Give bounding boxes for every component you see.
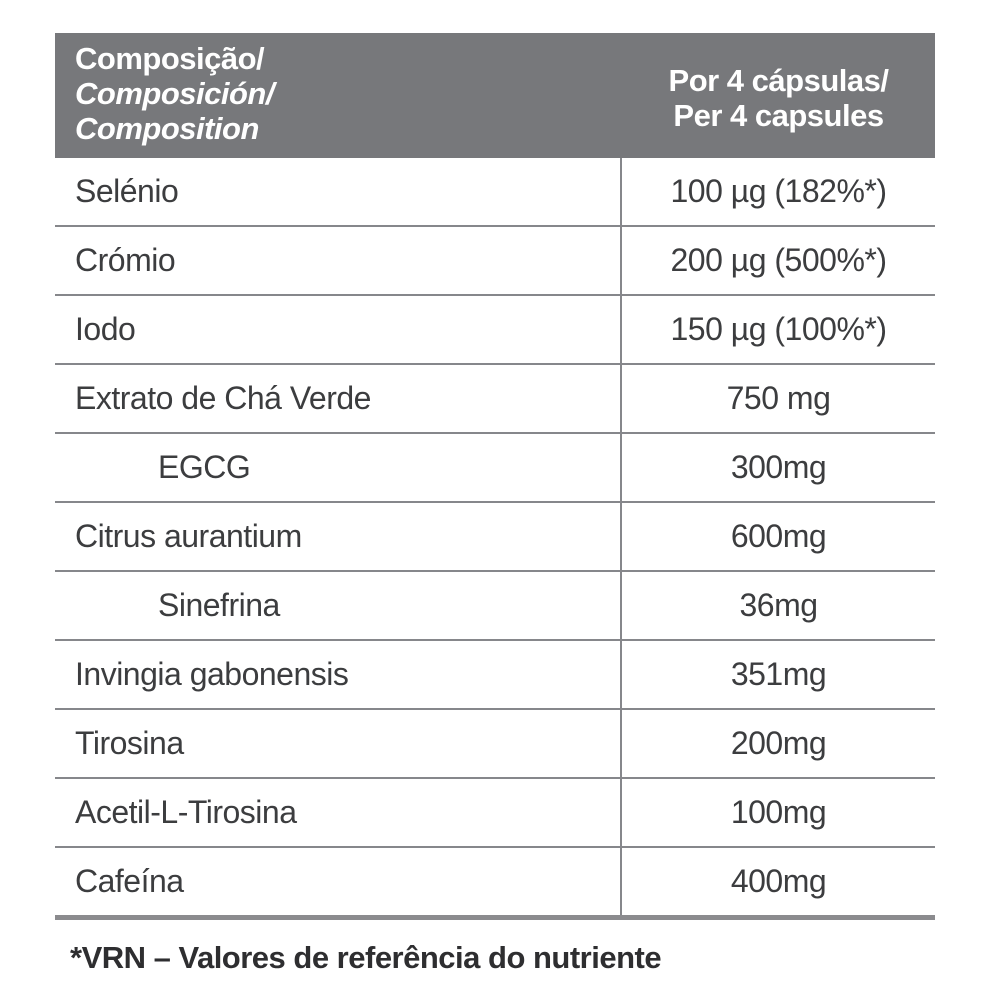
ingredient-value: 600mg [730,518,827,554]
ingredient-value: 750 mg [726,380,831,416]
table-row: Acetil-L-Tirosina 100mg [55,779,935,848]
table-row: Iodo 150 µg (100%*) [55,296,935,365]
ingredient-name: Tirosina [55,710,622,777]
table-row: Extrato de Chá Verde 750 mg [55,365,935,434]
header-per-capsules-cell: Por 4 cápsulas/ Per 4 capsules [622,33,935,158]
ingredient-name: Acetil-L-Tirosina [55,779,622,846]
table-row: Sinefrina 36mg [55,572,935,641]
ingredient-value: 36mg [739,587,818,623]
ingredient-name: Cafeína [55,848,622,915]
ingredient-name: Invingia gabonensis [55,641,622,708]
ingredient-name: Sinefrina [55,572,622,639]
table-row: Selénio 100 µg (182%*) [55,158,935,227]
ingredient-value: 400mg [730,863,827,899]
ingredient-value: 300mg [730,449,827,485]
table-row: Tirosina 200mg [55,710,935,779]
ingredient-value: 100 µg (182%*) [670,173,887,209]
ingredient-name: Iodo [55,296,622,363]
header-per-capsules-en: Per 4 capsules [673,97,884,133]
table-row: EGCG 300mg [55,434,935,503]
ingredient-value: 200mg [730,725,827,761]
vrn-footnote: *VRN – Valores de referência do nutrient… [70,940,662,975]
ingredient-name: Crómio [55,227,622,294]
composition-table: Composição/ Composición/ Composition Por… [55,33,935,920]
header-composition-en: Composition [75,111,259,146]
ingredient-name: Selénio [55,158,622,225]
ingredient-name: EGCG [55,434,622,501]
table-body: Selénio 100 µg (182%*) Crómio 200 µg (50… [55,158,935,915]
header-composition-pt: Composição/ [75,41,265,76]
header-composition-es: Composición/ [75,76,274,111]
table-row: Citrus aurantium 600mg [55,503,935,572]
header-per-capsules-pt: Por 4 cápsulas/ [668,62,889,98]
ingredient-name: Citrus aurantium [55,503,622,570]
ingredient-value: 150 µg (100%*) [670,311,887,347]
table-row: Invingia gabonensis 351mg [55,641,935,710]
ingredient-value: 351mg [730,656,827,692]
table-row: Cafeína 400mg [55,848,935,915]
ingredient-value: 200 µg (500%*) [670,242,887,278]
ingredient-value: 100mg [730,794,827,830]
header-composition-cell: Composição/ Composición/ Composition [55,33,622,158]
table-row: Crómio 200 µg (500%*) [55,227,935,296]
ingredient-name: Extrato de Chá Verde [55,365,622,432]
table-header: Composição/ Composición/ Composition Por… [55,33,935,158]
